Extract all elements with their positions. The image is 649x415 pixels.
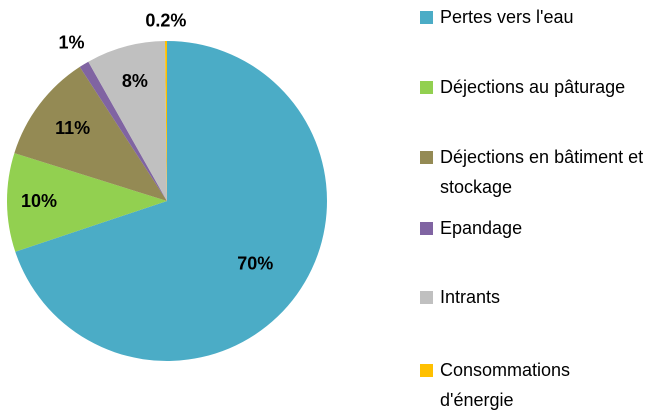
legend-swatch [420,222,433,235]
legend-swatch [420,11,433,24]
pie-slice [164,41,167,201]
pie-slice [88,41,167,202]
legend-label: Intrants [440,287,501,307]
data-label: 0.2% [145,11,186,31]
pie-slice [79,61,167,201]
legend-item: Pertes vers l'eau [420,2,649,32]
legend-label: Pertes vers l'eau [440,7,574,27]
legend-item: Consommations d'énergie [420,355,649,415]
legend-item: Déjections en bâtiment et stockage [420,142,649,202]
data-label: 8% [122,71,148,91]
legend-item: Intrants [420,282,649,312]
legend-swatch [420,291,433,304]
data-label: 10% [21,191,57,211]
chart: 70% 10% 11% 1% 8% 0.2% [6,11,328,361]
data-label: 1% [59,32,85,52]
legend-label: Epandage [440,218,523,238]
legend-label: Déjections au pâturage [440,77,626,97]
legend-item: Déjections au pâturage [420,72,649,102]
legend-swatch [420,81,433,94]
data-label: 11% [55,118,90,138]
legend-label: Déjections en bâtiment et stockage [440,147,644,197]
legend-swatch [420,151,433,164]
pie-slice [14,66,168,201]
legend-label: Consommations d'énergie [440,360,571,410]
legend-swatch [420,364,433,377]
pie-slice [15,41,328,361]
pie-slice [6,153,167,252]
data-label: 70% [237,253,273,273]
legend-item: Epandage [420,213,649,243]
